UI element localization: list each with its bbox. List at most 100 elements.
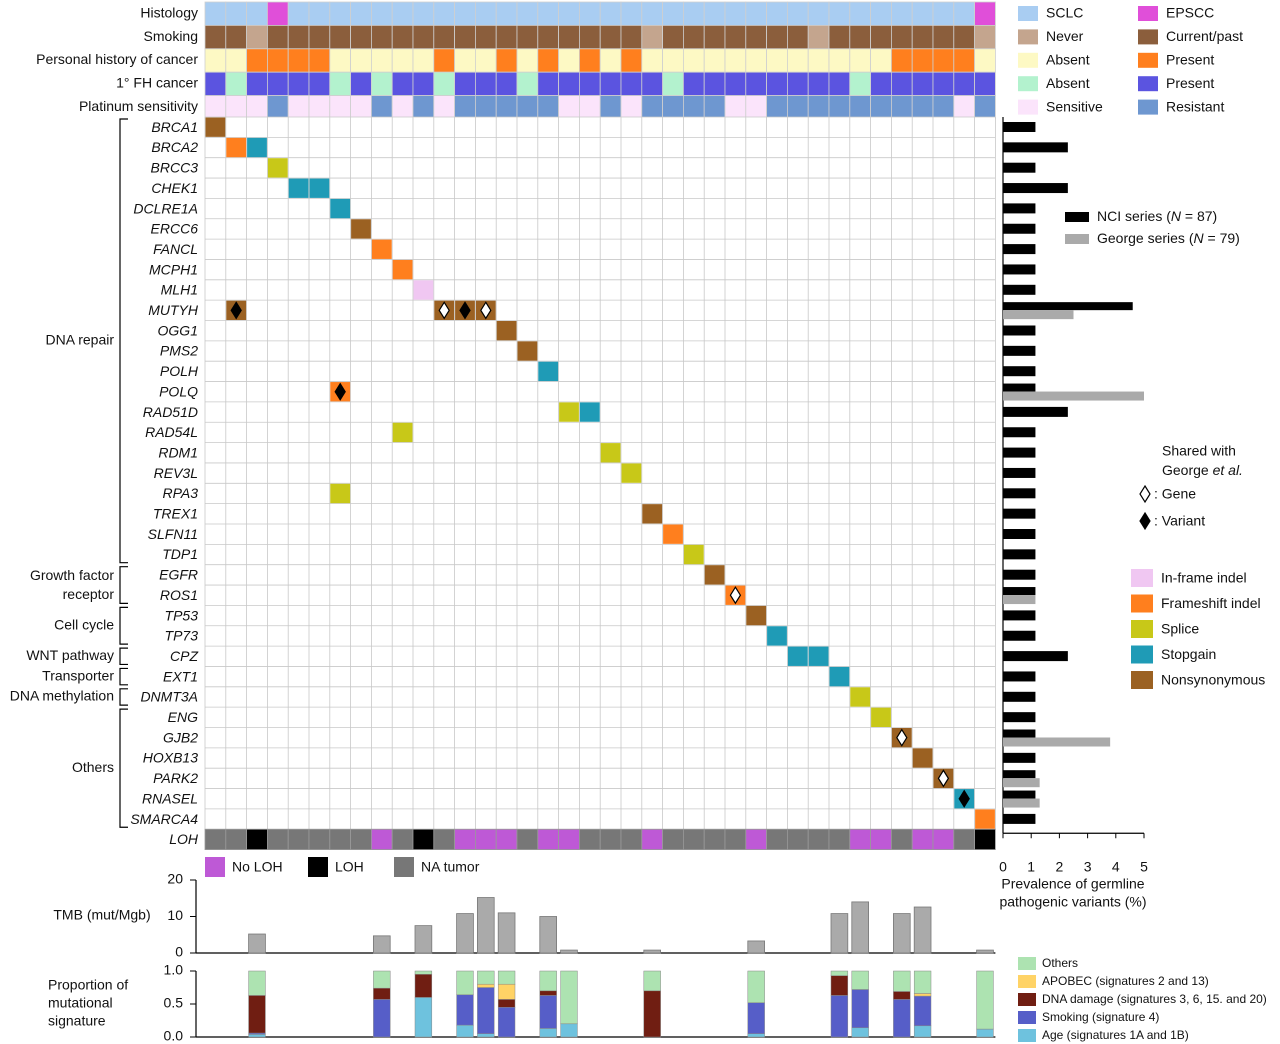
clinical-cell-platinum [537,95,559,120]
clinical-cell-smoking [849,24,871,50]
legend-swatch [1138,29,1158,45]
signature-segment-dna-damage [893,991,911,1000]
nci-bar [1003,264,1036,275]
george-bar [1003,595,1036,605]
loh-cell [412,828,435,851]
clinical-cell-smoking [308,24,331,50]
clinical-cell-fh [474,71,497,96]
clinical-cell-histology [287,1,310,26]
mutation-cell-fancl [371,239,392,259]
clinical-cell-histology [724,1,747,26]
legend-label: Sensitive [1046,98,1103,114]
clinical-cell-history [828,48,851,73]
mutation-cell-cpz [787,646,808,666]
gene-label: EXT1 [163,668,198,684]
clinical-cell-smoking [807,24,830,50]
clinical-cell-smoking [974,24,996,50]
clinical-cell-histology [433,1,455,26]
clinical-cell-smoking [391,24,414,50]
signature-tick-label: 0.5 [164,995,184,1011]
loh-row [204,828,996,851]
prevalence-tick-label: 0 [999,859,1007,875]
variant-legend-swatch [1131,620,1153,638]
clinical-cell-fh [266,71,289,96]
clinical-cell-history [953,48,975,73]
loh-cell [329,828,351,851]
signature-segment-age [747,1033,765,1038]
clinical-cell-fh [766,71,788,96]
george-bar [1003,310,1074,320]
group-label: Transporter [42,667,114,683]
gene-label: GJB2 [163,729,198,745]
loh-legend-label: LOH [335,859,364,875]
gene-label: POLH [160,363,199,379]
gene-label: ENG [168,709,198,725]
signature-legend-swatch [1018,993,1036,1006]
clinical-cell-smoking [599,24,622,50]
nci-bar [1003,569,1036,580]
tmb-tick-label: 10 [167,907,183,923]
clinical-cell-smoking [412,24,435,50]
gene-label: MCPH1 [149,261,198,277]
clinical-cell-history [391,48,414,73]
mutation-cell-mcph1 [392,259,413,280]
clinical-cell-smoking [454,24,476,50]
signature-legend-label: APOBEC (signatures 2 and 13) [1042,974,1209,988]
clinical-cell-platinum [849,95,871,120]
clinical-cell-fh [703,71,726,96]
loh-cell [204,828,227,851]
loh-legend-swatch [205,857,225,877]
clinical-cell-fh [745,71,767,96]
clinical-cell-history [620,48,643,73]
loh-cell [953,828,975,851]
clinical-cell-fh [891,71,913,96]
nci-bar [1003,529,1036,539]
nci-bar [1003,122,1036,132]
nci-bar [1003,691,1036,702]
mutation-cell-dnmt3a [850,687,871,707]
clinical-cell-history [454,48,476,73]
gene-label: BRCC3 [151,160,199,176]
loh-cell [766,828,788,851]
group-bracket [119,118,128,564]
loh-cell [516,828,539,851]
mutation-cell-tp73 [767,626,787,646]
clinical-legend: SCLC EPSCC Never Current/past Absent Present A… [1018,5,1243,115]
signature-segment-others [414,970,433,975]
signature-segment-age [477,1033,495,1038]
mutation-cell-tdp1 [683,544,704,565]
shared-legend-label: : Variant [1154,513,1205,529]
gene-label: OGG1 [158,322,198,338]
loh-cell [932,828,955,851]
loh-cell [308,828,331,851]
clinical-cell-platinum [370,95,393,120]
george-bar [1003,798,1040,808]
clinical-cell-histology [703,1,726,26]
legend-swatch [1018,99,1038,115]
loh-legend-label: No LOH [232,859,283,875]
prevalence-tick-label: 2 [1056,859,1064,875]
clinical-cell-history [911,48,934,73]
mutation-cell-brca1 [205,117,226,137]
clinical-cell-smoking [329,24,351,50]
clinical-cell-history [350,48,372,73]
gene-label: RDM1 [158,444,198,460]
clinical-cell-platinum [807,95,830,120]
signature-tick-label: 0.0 [164,1028,184,1044]
clinical-cell-smoking [828,24,851,50]
mutation-cell-brcc3 [267,158,288,178]
loh-cell [579,828,601,851]
loh-cell [703,828,726,851]
clinical-track-label: Personal history of cancer [36,51,198,67]
gene-label: DCLRE1A [133,200,198,216]
mutation-cell-cpz [808,646,829,666]
clinical-track-label: Platinum sensitivity [79,98,198,114]
nci-bar [1003,427,1036,438]
group-label: Growth factor [30,567,114,583]
gene-label: TP73 [165,628,199,644]
clinical-cell-platinum [787,95,809,120]
clinical-cell-history [599,48,622,73]
loh-cell [849,828,871,851]
signature-segment-smoking [497,1007,516,1038]
